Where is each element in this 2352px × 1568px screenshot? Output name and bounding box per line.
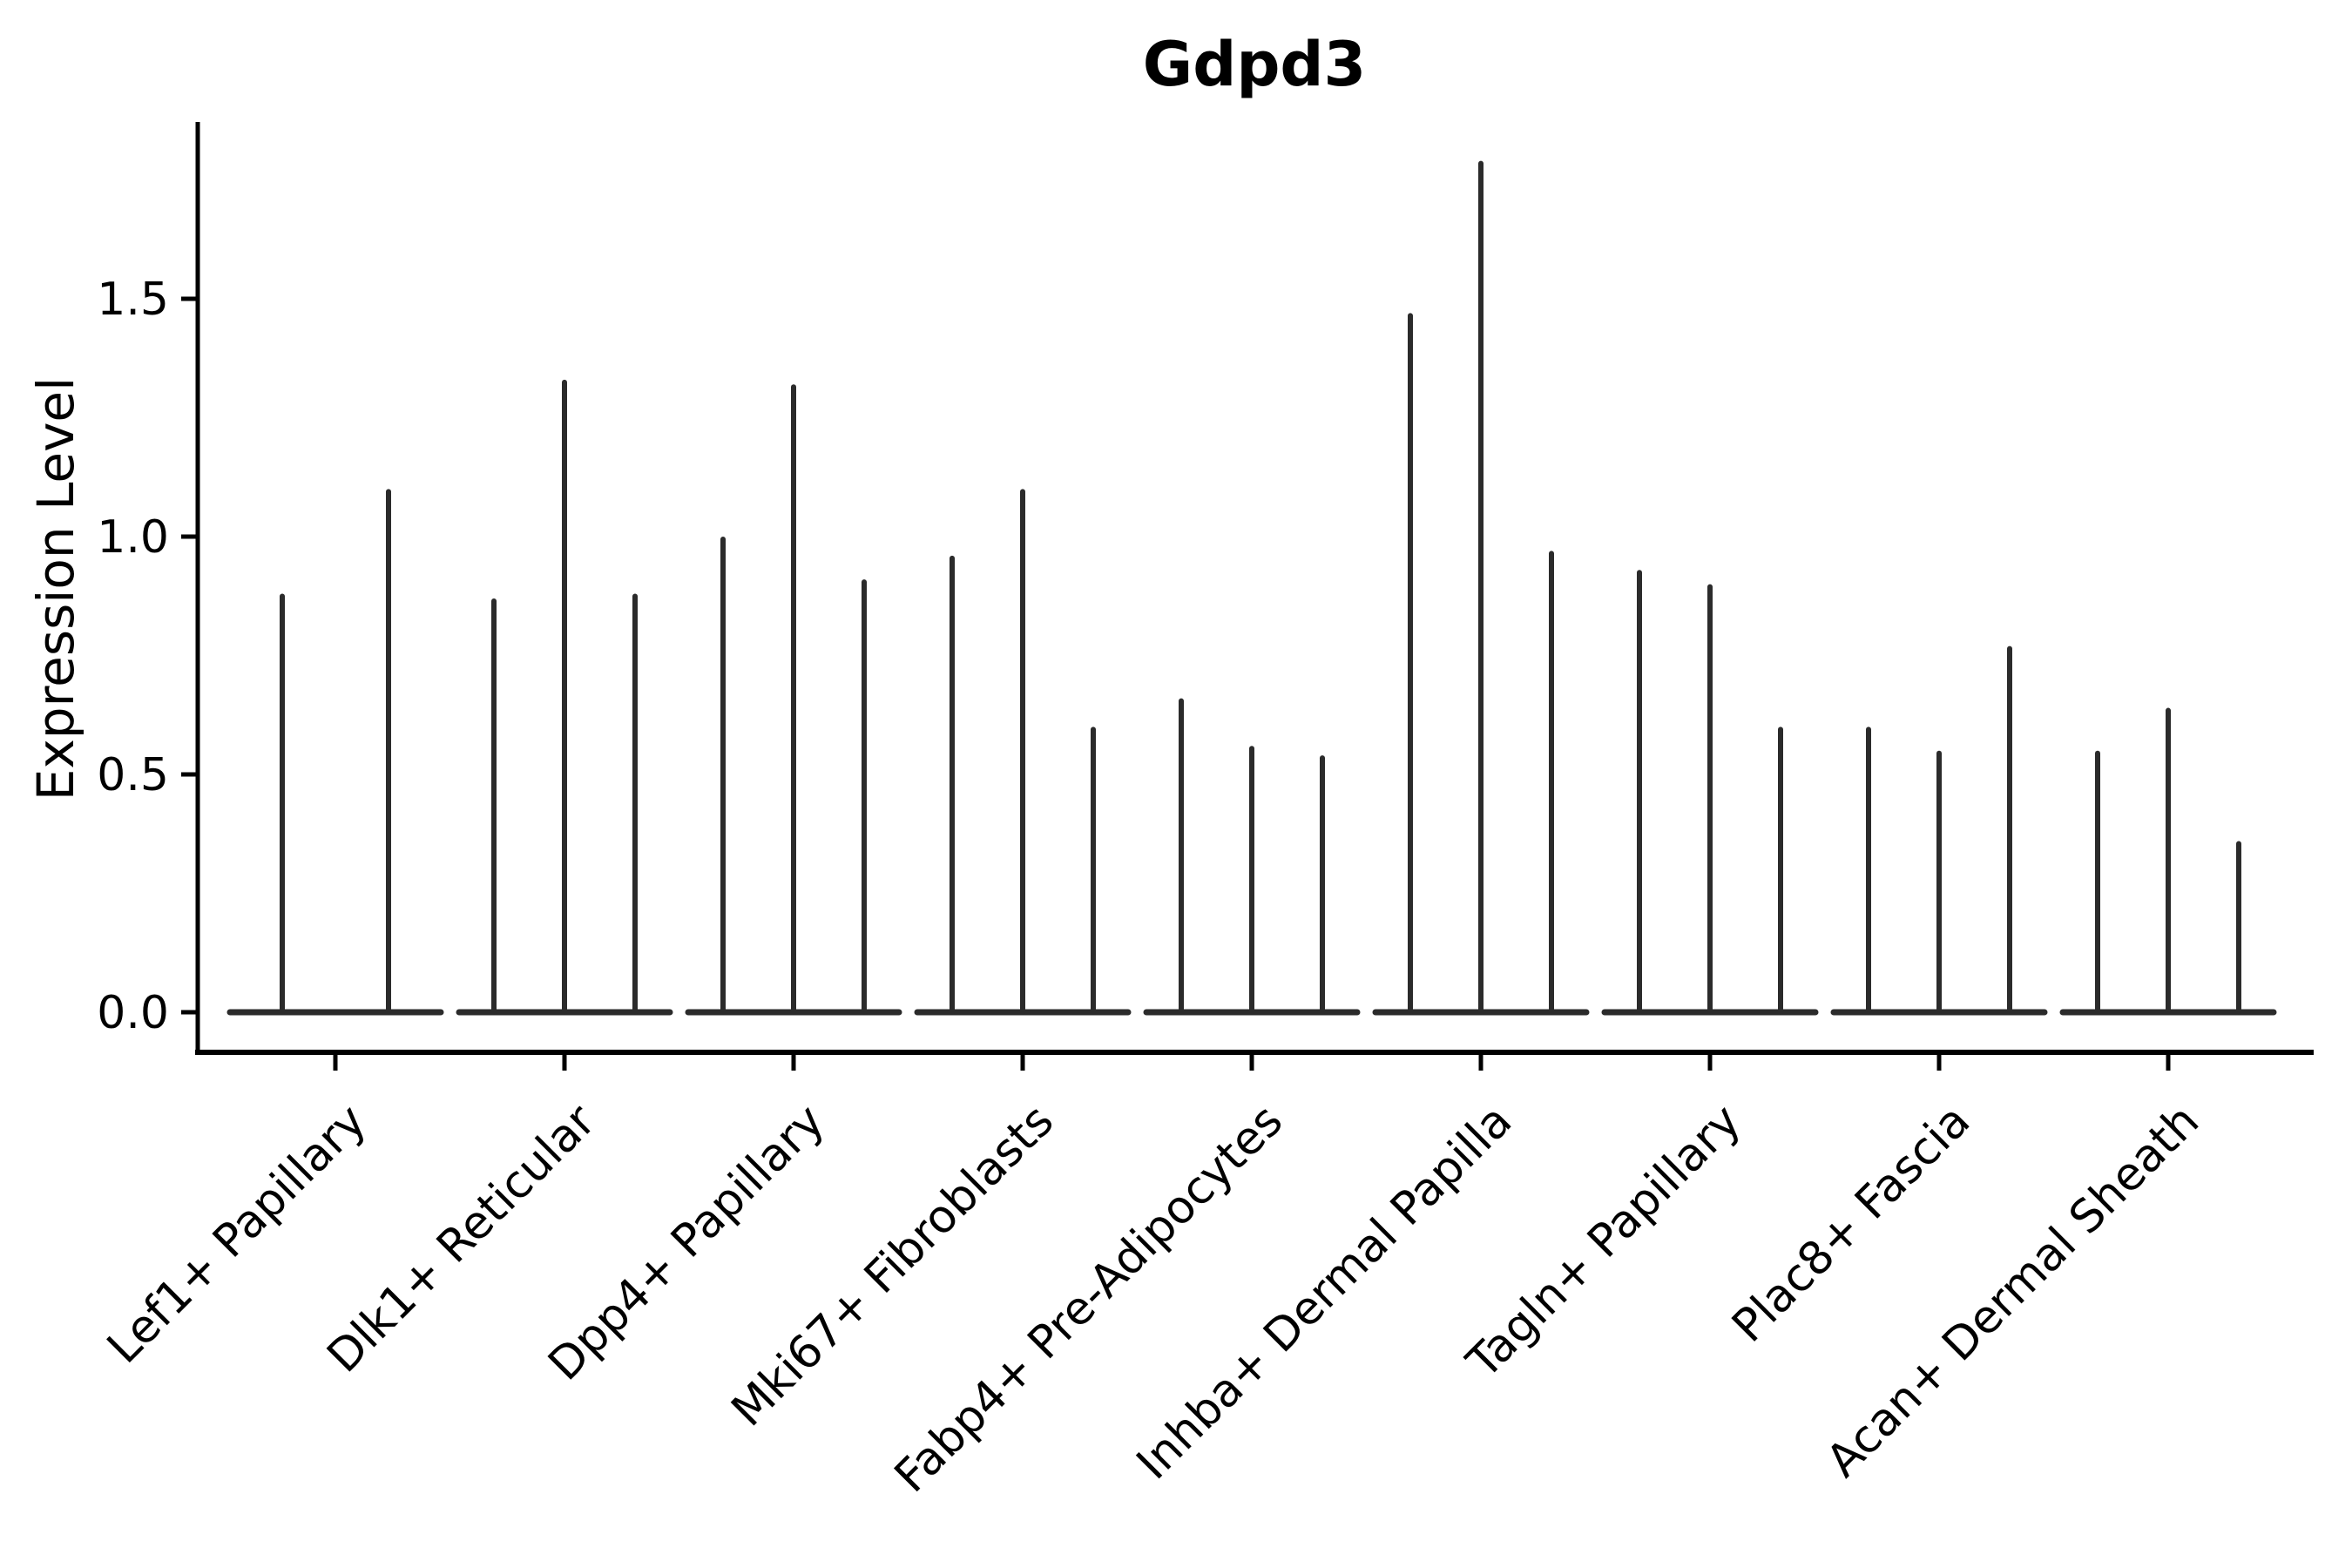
y-tick-label: 0.5 xyxy=(97,749,169,801)
x-tick-label: Acan+ Dermal Sheath xyxy=(1817,1095,2210,1488)
y-tick-label: 1.5 xyxy=(97,274,169,326)
chart-title: Gdpd3 xyxy=(1143,29,1366,100)
x-tick-label: Inhba+ Dermal Papilla xyxy=(1127,1095,1522,1490)
y-tick-labels: 0.0 0.5 1.0 1.5 xyxy=(97,274,169,1039)
axes xyxy=(181,122,2314,1071)
x-tick-label: Plac8+ Fascia xyxy=(1722,1095,1980,1353)
y-tick-label: 0.0 xyxy=(97,987,169,1039)
violins-layer xyxy=(226,160,2277,1016)
x-tick-label: Fabp4+ Pre-Adipocytes xyxy=(885,1095,1293,1503)
y-tick-label: 1.0 xyxy=(97,511,169,564)
y-axis-label: Expression Level xyxy=(26,377,85,801)
